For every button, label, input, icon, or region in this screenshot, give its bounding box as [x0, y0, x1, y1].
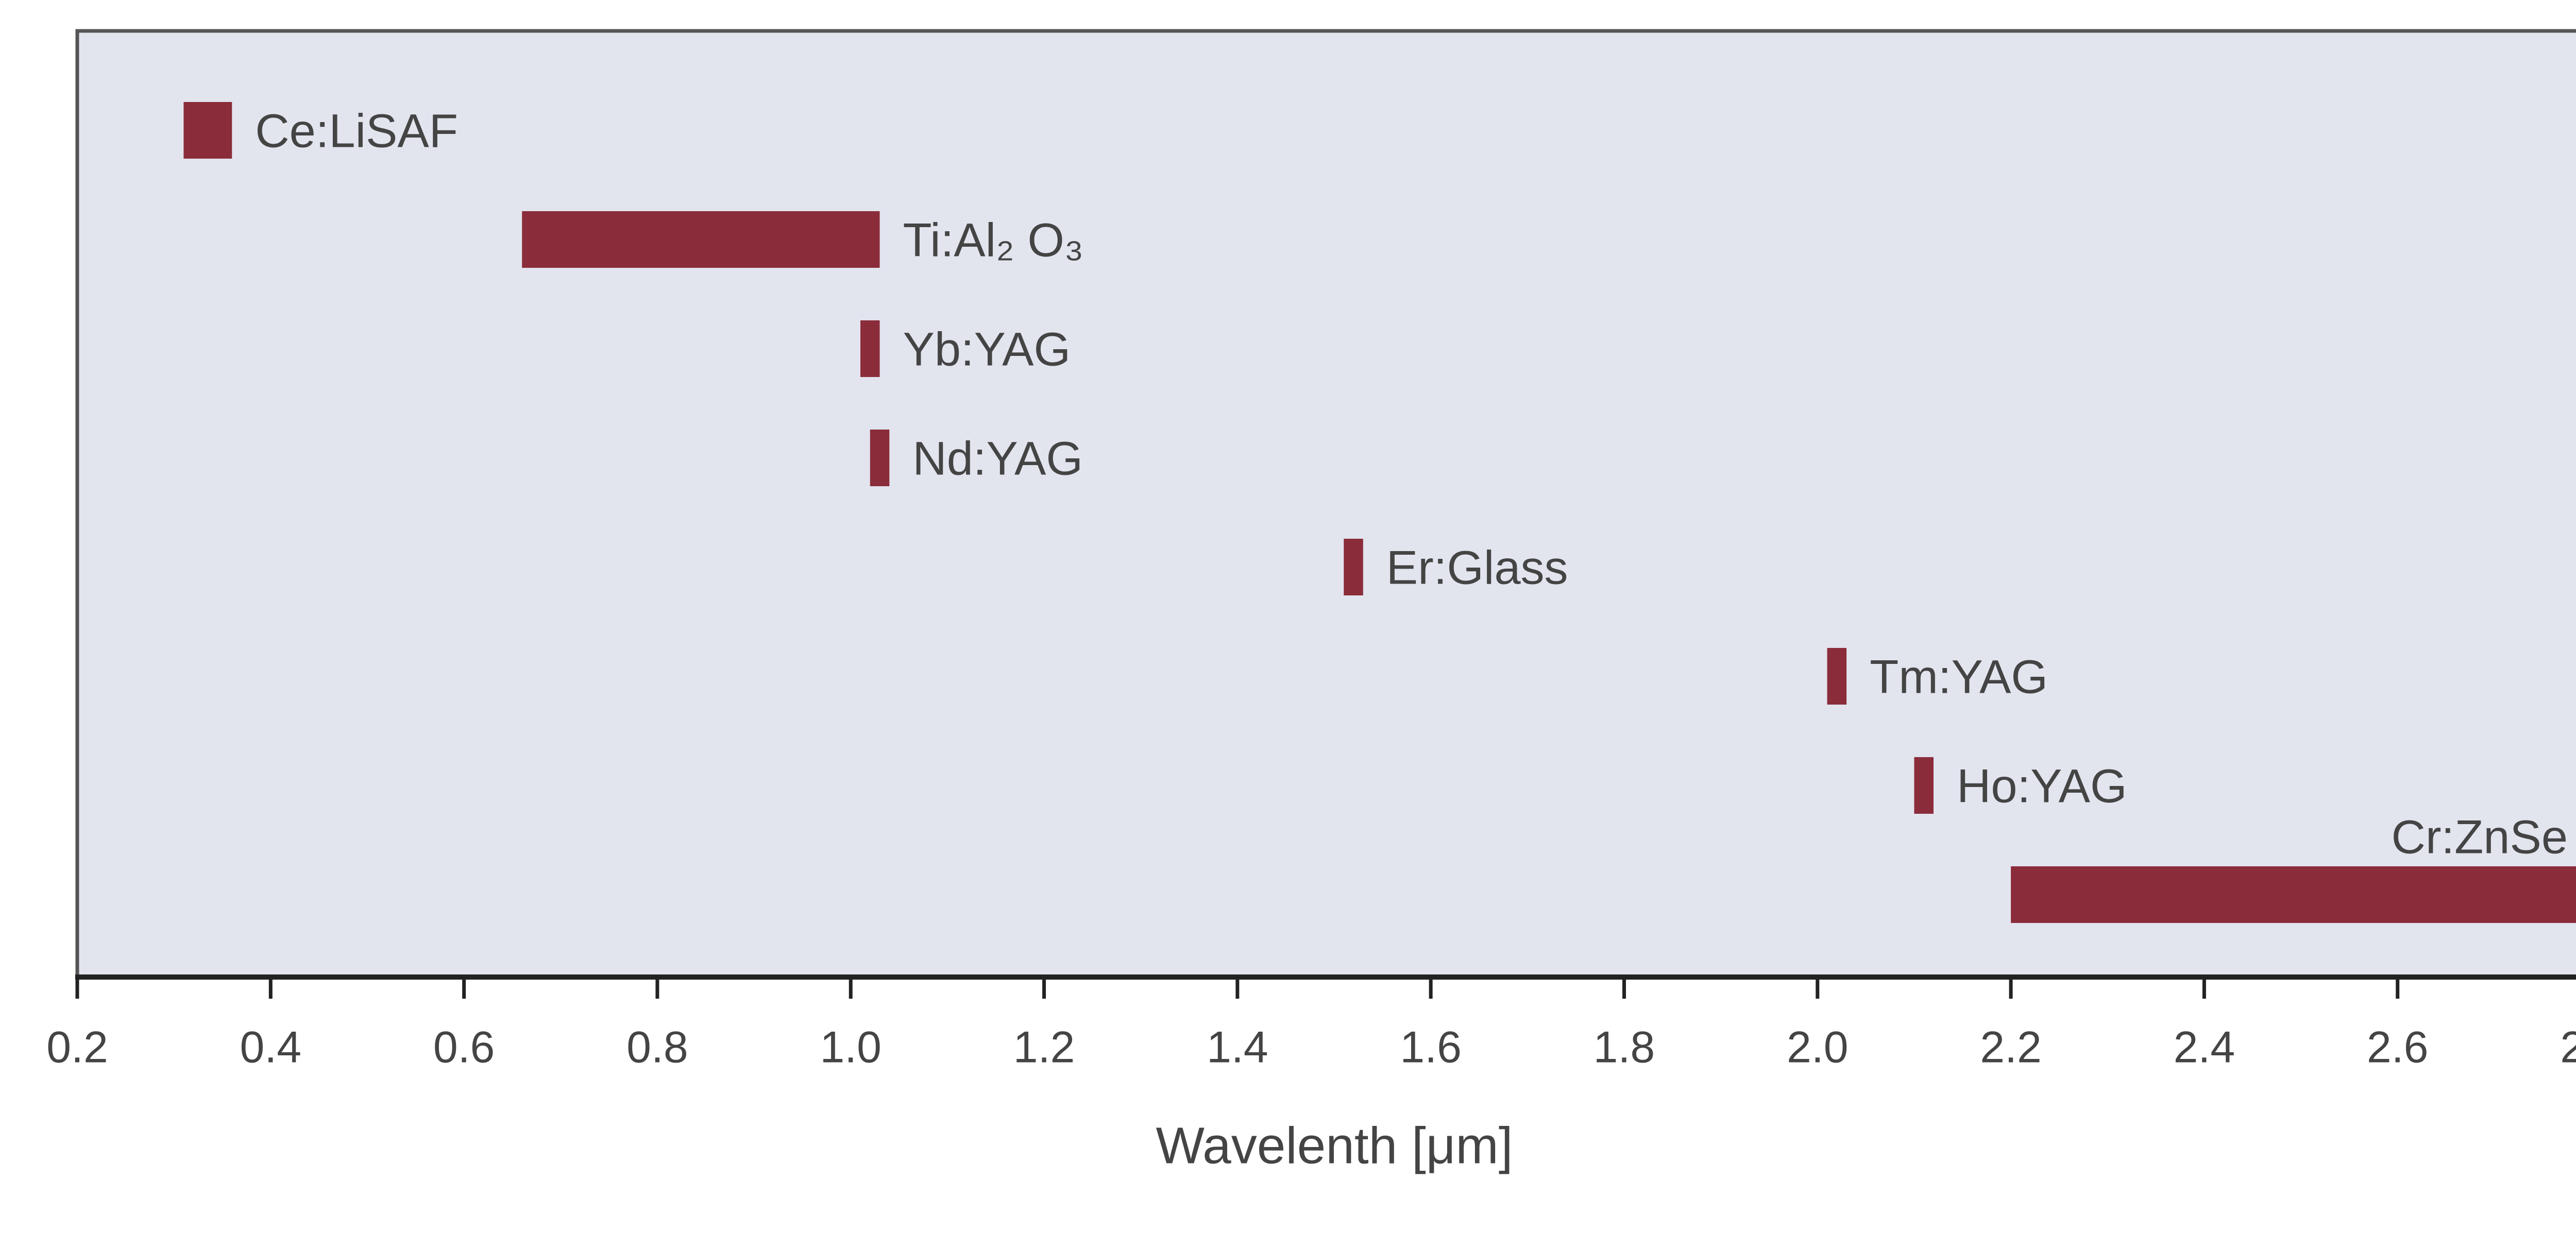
x-tick-label: 0.8 [626, 1023, 688, 1072]
x-tick-label: 0.2 [46, 1023, 108, 1072]
x-tick-label: 1.8 [1594, 1023, 1655, 1072]
bar-label: Tm:YAG [1870, 651, 2048, 703]
x-tick-label: 2.2 [1980, 1023, 2042, 1072]
bar-label: Ce:LiSAF [255, 105, 458, 157]
bar-label: Ti:Al₂ O₃ [903, 214, 1084, 266]
bar-label: Ho:YAG [1957, 760, 2127, 812]
bar [870, 430, 890, 486]
x-tick-label: 0.4 [240, 1023, 302, 1072]
x-tick-label: 1.6 [1400, 1023, 1462, 1072]
bar-label: Cr:ZnSe [2391, 811, 2568, 863]
x-tick-label: 2.8 [2560, 1023, 2576, 1072]
bar [1914, 757, 1934, 814]
bar [1827, 648, 1847, 705]
bar-label: Er:Glass [1386, 541, 1568, 594]
bar [522, 211, 880, 268]
x-tick-label: 2.6 [2367, 1023, 2429, 1072]
bar-label: Nd:YAG [912, 432, 1083, 485]
bar-label: Yb:YAG [903, 323, 1071, 375]
bar [183, 102, 232, 159]
x-tick-label: 1.0 [820, 1023, 882, 1072]
x-tick-label: 2.0 [1787, 1023, 1849, 1072]
bar [1344, 539, 1363, 595]
x-tick-label: 1.4 [1207, 1023, 1268, 1072]
bar [2011, 866, 2576, 923]
x-tick-label: 0.6 [433, 1023, 495, 1072]
x-tick-label: 1.2 [1013, 1023, 1075, 1072]
bar [860, 320, 880, 377]
x-axis-title: Wavelenth [μm] [1156, 1117, 1513, 1174]
plot-area [75, 29, 2576, 979]
x-tick-label: 2.4 [2174, 1023, 2235, 1072]
